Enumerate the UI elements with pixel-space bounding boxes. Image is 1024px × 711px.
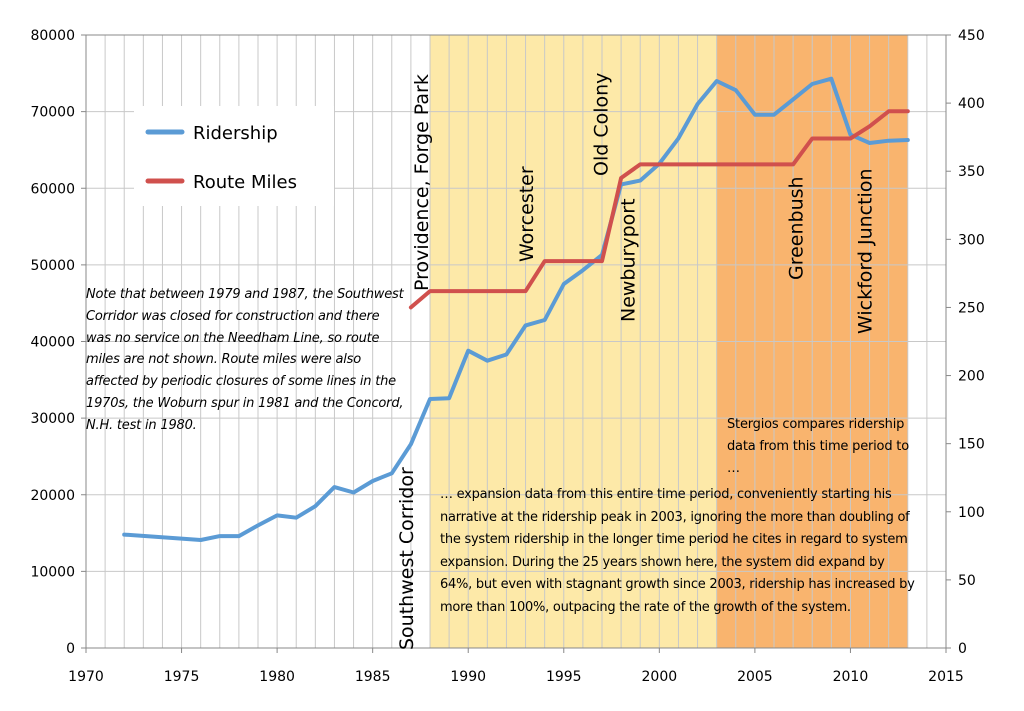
legend-background [134, 106, 334, 206]
x-tick-label: 2005 [737, 669, 773, 685]
x-tick-label: 2015 [928, 669, 964, 685]
y-right-tick-label: 200 [958, 369, 985, 385]
legend-route-miles-label: Route Miles [193, 172, 297, 193]
y-left-axis-ticks: 0 10000 20000 30000 40000 50000 60000 70000 8000… [30, 28, 86, 657]
x-tick-label: 1990 [450, 669, 486, 685]
y-right-tick-label: 100 [958, 505, 985, 521]
legend: Ridership Route Miles [134, 106, 334, 206]
y-left-tick-label: 20000 [30, 488, 75, 504]
expansion-callout: … expansion data from this entire time p… [440, 487, 915, 615]
x-tick-label: 1980 [259, 669, 295, 685]
event-label: Wickford Junction [854, 168, 876, 334]
y-left-tick-label: 50000 [30, 258, 75, 274]
series-lines [122, 76, 910, 542]
y-right-tick-label: 350 [958, 164, 985, 180]
x-tick-label: 1985 [355, 669, 391, 685]
event-label: Newburyport [617, 198, 639, 322]
x-tick-label: 1970 [68, 669, 104, 685]
x-axis-ticks: 1970 1975 1980 1985 1990 1995 2000 2005 2010 2015 [68, 648, 964, 685]
event-label: Greenbush [786, 176, 808, 280]
event-label: Southwest Corridor [396, 467, 418, 650]
y-right-tick-label: 0 [958, 641, 967, 657]
y-left-tick-label: 40000 [30, 335, 75, 351]
y-left-tick-label: 70000 [30, 105, 75, 121]
y-right-tick-label: 400 [958, 96, 985, 112]
event-labels: Southwest Corridor Providence, Forge Park… [396, 73, 877, 650]
route-miles-line [408, 109, 910, 310]
ridership-line [122, 76, 910, 542]
event-label: Old Colony [591, 73, 613, 176]
y-right-tick-label: 50 [958, 573, 976, 589]
x-tick-label: 2010 [833, 669, 869, 685]
event-label: Providence, Forge Park [411, 74, 433, 291]
y-left-tick-label: 30000 [30, 411, 75, 427]
legend-ridership-label: Ridership [193, 123, 278, 144]
y-left-tick-label: 60000 [30, 181, 75, 197]
closure-note: Note that between 1979 and 1987, the Sou… [86, 287, 404, 433]
event-label: Worcester [516, 166, 538, 262]
y-right-axis-ticks: 0 50 100 150 200 250 300 350 400 450 [946, 28, 985, 657]
x-tick-label: 1995 [546, 669, 582, 685]
x-tick-label: 1975 [164, 669, 200, 685]
x-tick-label: 2000 [642, 669, 678, 685]
y-right-tick-label: 150 [958, 437, 985, 453]
y-right-tick-label: 300 [958, 232, 985, 248]
y-left-tick-label: 0 [66, 641, 75, 657]
y-left-tick-label: 10000 [30, 564, 75, 580]
y-right-tick-label: 250 [958, 300, 985, 316]
y-left-tick-label: 80000 [30, 28, 75, 44]
y-right-tick-label: 450 [958, 28, 985, 44]
ridership-callout: Stergios compares ridership data from th… [727, 417, 909, 476]
